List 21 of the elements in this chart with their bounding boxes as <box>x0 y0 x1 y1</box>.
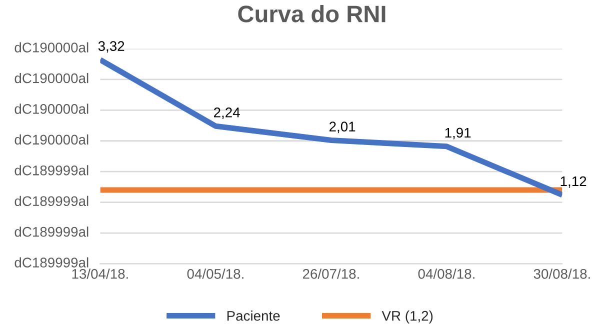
x-tick-label: 26/07/18. <box>302 268 359 279</box>
x-tick-label: 04/08/18. <box>418 268 474 279</box>
x-tick-label: 13/04/18. <box>72 268 128 279</box>
data-label: 1,12 <box>560 176 586 188</box>
data-label: 1,91 <box>445 128 471 140</box>
text: dC189999al <box>14 165 88 176</box>
legend-label: VR (1,2) <box>382 310 433 324</box>
text: dC190000al <box>14 104 88 114</box>
text: dC190000al <box>14 42 88 52</box>
x-tick-label: 04/05/18. <box>187 268 244 279</box>
text: dC189999al <box>14 226 88 237</box>
text: dC189999al <box>14 196 88 206</box>
text: dC189999al <box>14 257 88 268</box>
chart-title: Curva do RNI <box>238 5 386 22</box>
data-label: 2,01 <box>329 122 356 134</box>
text: dC190000al <box>14 134 88 145</box>
text: dC190000al <box>14 72 88 84</box>
legend-label: Paciente <box>227 310 280 321</box>
data-label: 2,24 <box>214 108 240 120</box>
data-label: 3,32 <box>98 41 124 53</box>
x-tick-label: 30/08/18. <box>534 268 590 279</box>
